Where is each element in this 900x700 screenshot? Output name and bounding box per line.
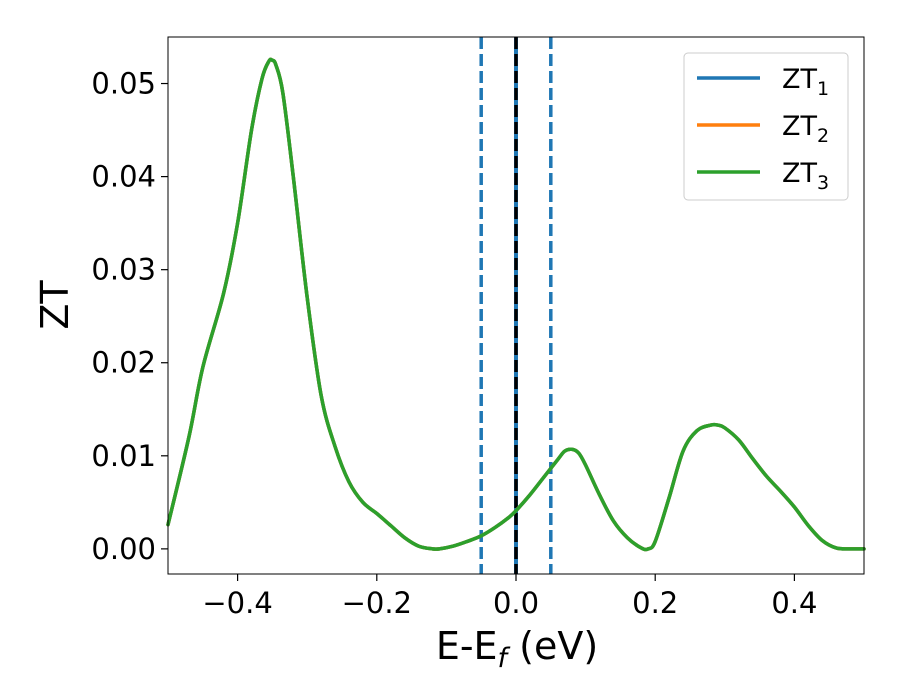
legend: ZT1 ZT2 ZT3	[683, 52, 849, 201]
x-axis-label: E-Ef (eV)	[436, 624, 598, 674]
legend-box	[683, 52, 849, 201]
x-tick-label: −0.4	[202, 586, 272, 620]
x-tick-label: 0.2	[632, 586, 678, 620]
series-lines	[166, 57, 866, 552]
x-tick-label: −0.2	[342, 586, 412, 620]
x-tick-label: 0.0	[493, 586, 539, 620]
y-tick-label: 0.00	[91, 532, 156, 566]
legend-label-zt3: ZT3	[782, 158, 829, 194]
y-axis-ticks: 0.00 0.01 0.02 0.03 0.04 0.05	[91, 67, 168, 566]
x-tick-label: 0.4	[771, 586, 817, 620]
y-tick-label: 0.05	[91, 67, 156, 101]
plot-frame	[167, 36, 865, 575]
reference-lines	[479, 37, 553, 574]
y-tick-label: 0.04	[91, 160, 156, 194]
y-tick-label: 0.03	[91, 253, 156, 287]
y-tick-label: 0.01	[91, 439, 156, 473]
legend-label-zt2: ZT2	[782, 111, 829, 147]
y-axis-label: ZT	[33, 280, 77, 330]
series-line-zt3	[166, 57, 866, 552]
y-tick-label: 0.02	[91, 346, 156, 380]
x-axis-ticks: −0.4 −0.2 0.0 0.2 0.4	[202, 574, 817, 620]
legend-label-zt1: ZT1	[782, 64, 829, 100]
